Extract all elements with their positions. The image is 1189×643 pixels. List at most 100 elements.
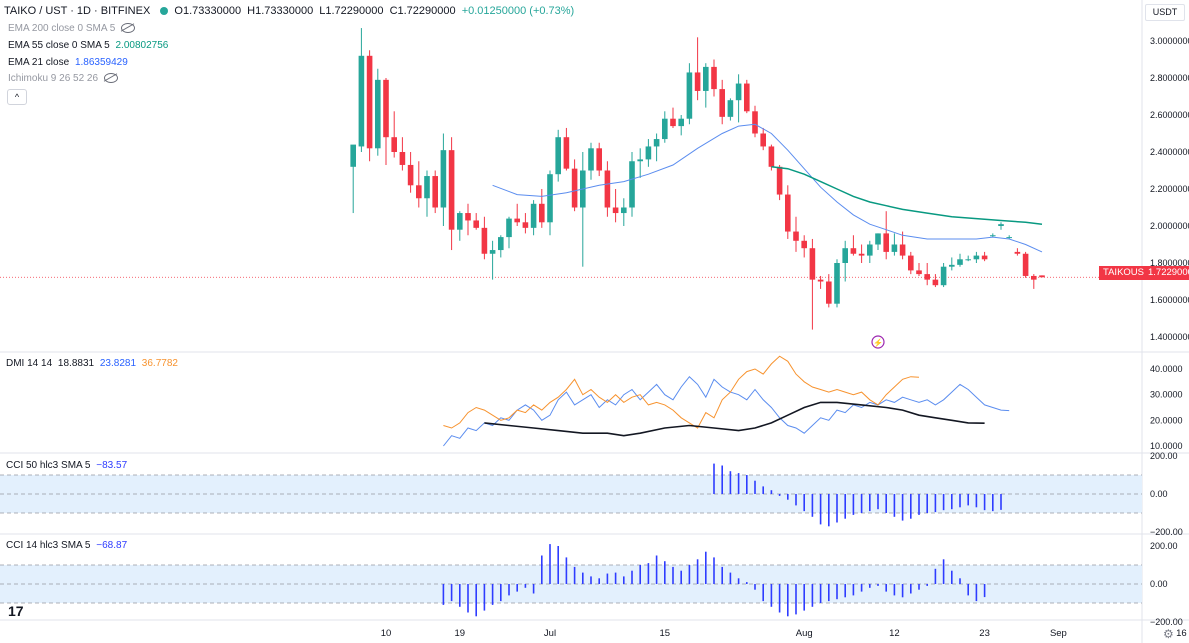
- hidden-eye-icon[interactable]: [104, 73, 119, 84]
- candle-body: [719, 89, 725, 117]
- ema55-legend[interactable]: EMA 55 close 0 SMA 5 2.00802756: [8, 39, 168, 53]
- candle-body: [366, 55, 373, 149]
- cci50-tick-label: 0.00: [1150, 489, 1168, 499]
- ema200-legend[interactable]: EMA 200 close 0 SMA 5: [8, 22, 136, 36]
- market-status-dot: [160, 7, 169, 16]
- candle-body: [588, 148, 594, 171]
- cci14-tick-label: 0.00: [1150, 579, 1168, 589]
- candle-body: [940, 266, 947, 286]
- ichimoku-legend[interactable]: Ichimoku 9 26 52 26: [8, 72, 119, 86]
- price-tick-label: 2.0000000: [1150, 221, 1189, 231]
- ema21-legend[interactable]: EMA 21 close 1.86359429: [8, 56, 128, 70]
- candle-body: [760, 133, 766, 147]
- candle-body: [612, 207, 619, 214]
- candle-body: [776, 166, 783, 195]
- symbol-header: TAIKO / UST · 1D · BITFINEX O1.73330000 …: [4, 4, 577, 18]
- ema21-label: EMA 21 close: [8, 57, 70, 68]
- candle-body: [358, 55, 365, 147]
- candle-body: [965, 259, 971, 261]
- candle-body: [539, 203, 545, 223]
- currency-button[interactable]: USDT: [1145, 4, 1185, 21]
- candle-body: [990, 235, 996, 237]
- candle-body: [735, 83, 742, 101]
- cci50-legend[interactable]: CCI 50 hlc3 SMA 5 −83.57: [6, 459, 127, 473]
- dmi-tick-label: 20.0000: [1150, 415, 1183, 425]
- candle-body: [391, 137, 397, 152]
- candle-body: [809, 248, 816, 280]
- candle-body: [875, 233, 881, 245]
- candle-body: [457, 213, 463, 230]
- candle-body: [899, 244, 906, 256]
- candle-body: [621, 207, 627, 214]
- candle-body: [1006, 237, 1012, 239]
- ema55-label: EMA 55 close 0 SMA 5: [8, 40, 110, 51]
- candle-body: [949, 264, 955, 267]
- candle-body: [932, 279, 939, 286]
- collapse-legend-button[interactable]: ^: [7, 89, 27, 105]
- time-tick-label: Aug: [796, 628, 813, 639]
- candle-body: [752, 111, 758, 134]
- candle-body: [432, 176, 438, 208]
- ichimoku-label: Ichimoku 9 26 52 26: [8, 73, 99, 84]
- candle-body: [1014, 251, 1021, 254]
- candle-body: [727, 100, 734, 117]
- candle-body: [694, 72, 701, 91]
- adx-line: [484, 401, 985, 437]
- ema55-value: 2.00802756: [115, 40, 169, 51]
- cci14-tick-label: 200.00: [1150, 541, 1178, 551]
- candle-body: [375, 79, 381, 149]
- time-tick-label: Jul: [544, 628, 556, 639]
- cci14-label: CCI 14 hlc3 SMA 5: [6, 540, 91, 551]
- candle-body: [1039, 275, 1045, 278]
- price-tick-label: 1.6000000: [1150, 295, 1189, 305]
- ohlc-high: H1.73330000: [247, 5, 314, 17]
- dmi-minus-value: 36.7782: [141, 358, 178, 369]
- symbol-title[interactable]: TAIKO / UST · 1D · BITFINEX: [4, 5, 151, 17]
- candle-body: [555, 137, 561, 175]
- candle-body: [416, 185, 422, 199]
- price-tick-label: 2.2000000: [1150, 184, 1189, 194]
- candle-body: [629, 161, 635, 208]
- candle-body: [981, 255, 988, 260]
- cci14-legend[interactable]: CCI 14 hlc3 SMA 5 −68.87: [6, 539, 127, 553]
- candle-body: [801, 240, 807, 249]
- tradingview-logo[interactable]: 17: [8, 603, 24, 619]
- candle-body: [563, 137, 570, 169]
- candle-body: [744, 83, 750, 112]
- dmi-legend[interactable]: DMI 14 14 18.8831 23.8281 36.7782: [6, 357, 178, 371]
- hidden-eye-icon[interactable]: [121, 23, 136, 34]
- event-lightning-icon: [871, 335, 885, 349]
- candle-body: [481, 227, 488, 254]
- candle-body: [842, 248, 848, 263]
- candle-body: [489, 250, 496, 254]
- price-tag-symbol: TAIKOUST: [1099, 266, 1154, 280]
- candle-body: [670, 118, 676, 127]
- candle-body: [678, 118, 684, 127]
- settings-gear-icon[interactable]: ⚙: [1163, 627, 1174, 641]
- price-tick-label: 1.4000000: [1150, 332, 1189, 342]
- ohlc-close: C1.72290000: [389, 5, 456, 17]
- price-tick-label: 2.6000000: [1150, 110, 1189, 120]
- candle-body: [662, 118, 668, 140]
- candle-body: [883, 233, 889, 252]
- candle-body: [637, 159, 643, 162]
- candle-body: [686, 72, 693, 119]
- candle-body: [424, 176, 430, 199]
- candle-body: [891, 244, 898, 252]
- candle-body: [957, 259, 963, 265]
- candle-body: [514, 218, 520, 223]
- candle-body: [908, 255, 914, 271]
- time-tick-label: Sep: [1050, 628, 1067, 639]
- candle-body: [645, 146, 652, 160]
- candle-body: [834, 263, 840, 304]
- ema55-line: [771, 166, 1043, 225]
- candle-body: [350, 144, 356, 167]
- ohlc-low: L1.72290000: [319, 5, 384, 17]
- candle-body: [407, 164, 414, 186]
- time-tick-label: 19: [455, 628, 466, 639]
- time-tick-label: 10: [381, 628, 392, 639]
- candle-body: [826, 281, 832, 304]
- candle-body: [383, 79, 389, 138]
